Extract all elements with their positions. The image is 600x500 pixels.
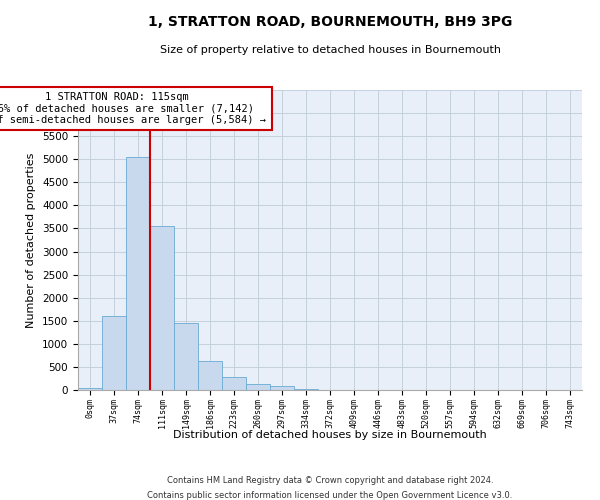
Bar — [270, 386, 294, 390]
Bar — [78, 388, 102, 390]
Bar — [174, 323, 198, 390]
Text: Distribution of detached houses by size in Bournemouth: Distribution of detached houses by size … — [173, 430, 487, 440]
Bar — [102, 316, 126, 390]
Text: Contains public sector information licensed under the Open Government Licence v3: Contains public sector information licen… — [148, 491, 512, 500]
Bar — [246, 384, 270, 390]
Text: Contains HM Land Registry data © Crown copyright and database right 2024.: Contains HM Land Registry data © Crown c… — [167, 476, 493, 485]
Bar — [294, 388, 318, 390]
Bar — [126, 157, 150, 390]
Text: 1 STRATTON ROAD: 115sqm
← 56% of detached houses are smaller (7,142)
44% of semi: 1 STRATTON ROAD: 115sqm ← 56% of detache… — [0, 92, 266, 125]
Bar — [150, 226, 174, 390]
Bar — [222, 377, 246, 390]
Bar — [198, 362, 222, 390]
Y-axis label: Number of detached properties: Number of detached properties — [26, 152, 37, 328]
Text: Size of property relative to detached houses in Bournemouth: Size of property relative to detached ho… — [160, 45, 500, 55]
Text: 1, STRATTON ROAD, BOURNEMOUTH, BH9 3PG: 1, STRATTON ROAD, BOURNEMOUTH, BH9 3PG — [148, 15, 512, 29]
